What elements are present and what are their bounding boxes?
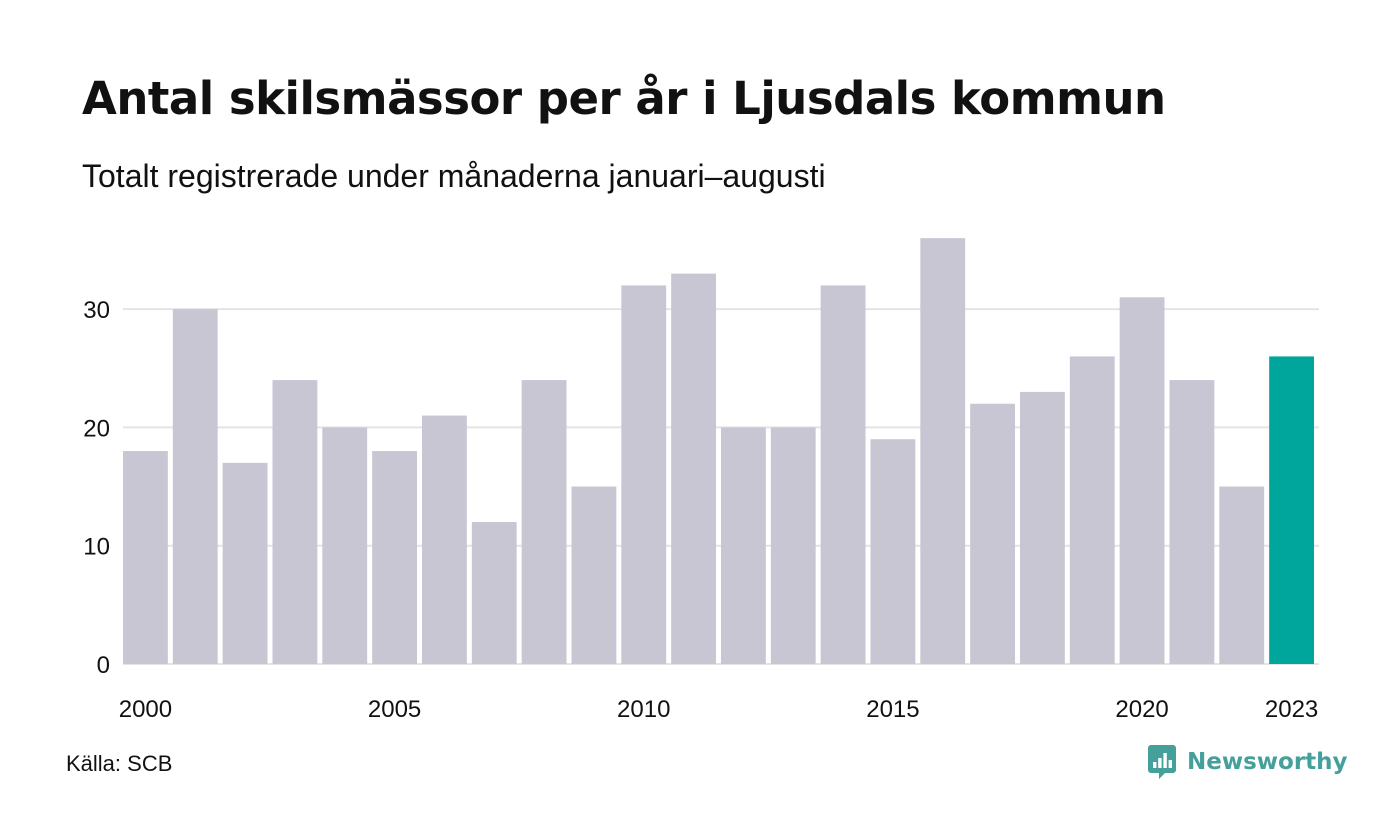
bar-2021 bbox=[1169, 380, 1215, 664]
x-tick-label-2020: 2020 bbox=[1115, 696, 1168, 723]
bar-2004 bbox=[322, 427, 368, 664]
bar-2010 bbox=[621, 285, 667, 664]
brand-logo: Newsworthy bbox=[1148, 742, 1348, 782]
x-tick-label-2005: 2005 bbox=[368, 696, 421, 723]
x-tick-label-2015: 2015 bbox=[866, 696, 919, 723]
bar-2022 bbox=[1219, 486, 1265, 664]
y-tick-label-10: 10 bbox=[83, 534, 110, 561]
x-axis-ticks: 2000 2005 2010 2015 2020 2023 bbox=[119, 696, 1319, 723]
x-tick-label-2023: 2023 bbox=[1265, 696, 1318, 723]
y-tick-label-30: 30 bbox=[83, 297, 110, 324]
y-axis-ticks: 0 10 20 30 bbox=[83, 297, 110, 679]
y-tick-label-20: 20 bbox=[83, 415, 110, 442]
bar-2013 bbox=[770, 427, 816, 664]
bar-2005 bbox=[372, 451, 417, 664]
bar-2019 bbox=[1069, 356, 1115, 664]
bar-2009 bbox=[571, 486, 617, 664]
bar-2008 bbox=[521, 380, 567, 664]
bar-2006 bbox=[422, 415, 467, 664]
bar-2017 bbox=[970, 403, 1015, 664]
bar-2020 bbox=[1119, 297, 1165, 664]
chart-subtitle: Totalt registrerade under månaderna janu… bbox=[82, 158, 826, 194]
bar-2011 bbox=[671, 273, 716, 664]
bar-2015 bbox=[870, 439, 916, 664]
bar-2002 bbox=[222, 462, 268, 664]
bar-2018 bbox=[1020, 391, 1065, 664]
newsworthy-logo-icon bbox=[1148, 745, 1176, 779]
bar-2016 bbox=[920, 238, 966, 664]
bar-2014 bbox=[820, 285, 866, 664]
bars bbox=[123, 238, 1314, 664]
bar-2023 bbox=[1269, 356, 1314, 664]
brand-name: Newsworthy bbox=[1187, 749, 1348, 775]
source-note: Källa: SCB bbox=[66, 751, 173, 776]
chart-title: Antal skilsmässor per år i Ljusdals komm… bbox=[82, 72, 1166, 125]
bar-2003 bbox=[272, 380, 318, 664]
x-tick-label-2000: 2000 bbox=[119, 696, 172, 723]
x-tick-label-2010: 2010 bbox=[617, 696, 670, 723]
y-tick-label-0: 0 bbox=[97, 652, 110, 679]
bar-2000 bbox=[123, 451, 168, 664]
bar-2012 bbox=[721, 427, 766, 664]
bar-2001 bbox=[172, 309, 218, 664]
bar-2007 bbox=[471, 522, 517, 664]
